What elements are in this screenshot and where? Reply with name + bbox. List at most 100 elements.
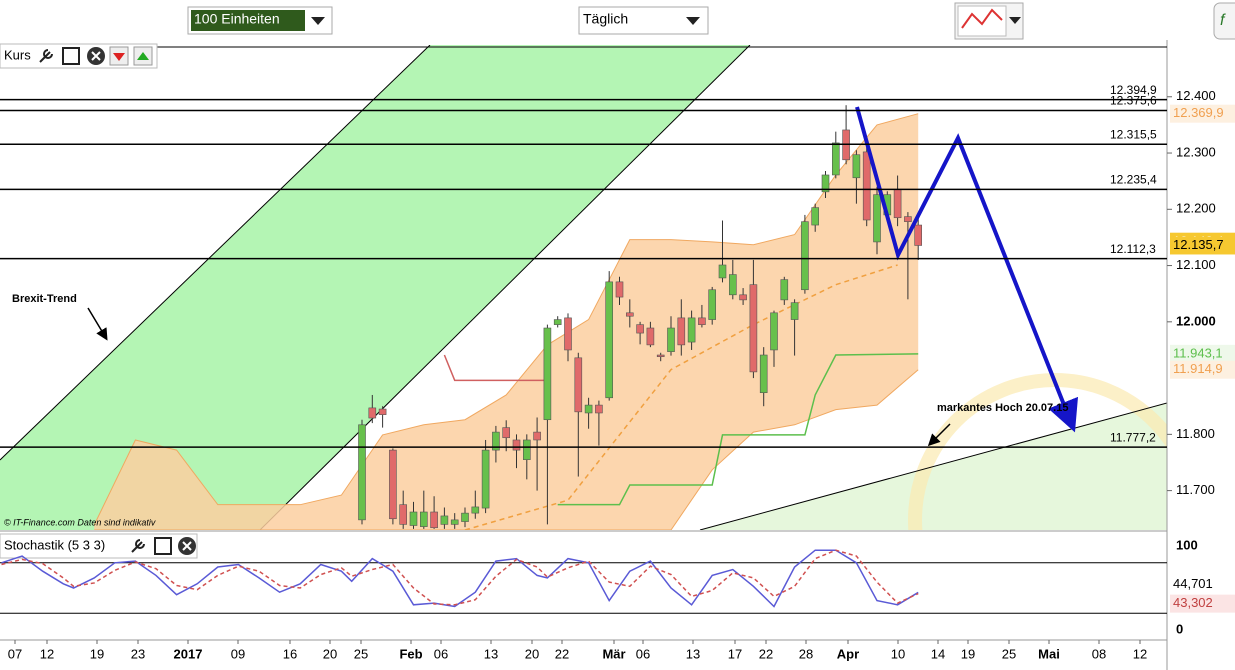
price-label-box: [1170, 360, 1235, 379]
candle-body: [780, 279, 789, 301]
candle-body: [553, 319, 562, 325]
candle-body: [502, 427, 511, 439]
level-label: 12.315,5: [1110, 127, 1157, 141]
trend-line: [0, 45, 431, 461]
panel-title: Stochastik (5 3 3): [4, 537, 105, 552]
interval-select[interactable]: [578, 6, 709, 35]
x-tick-label: 13: [686, 646, 700, 661]
annotation: Brexit-Trend: [12, 293, 77, 305]
candle-body: [718, 264, 727, 279]
candle-body: [389, 449, 397, 520]
x-tick-label: 12: [1133, 646, 1147, 661]
price-label-box: [1170, 344, 1235, 363]
candle-body: [399, 504, 408, 525]
cloud-lower: [94, 369, 919, 530]
panel-title: Kurs: [4, 47, 31, 62]
y-tick-label: 11.700: [1176, 482, 1215, 497]
forecast: [87, 106, 1079, 447]
window-icon[interactable]: [62, 47, 80, 65]
settings-icon[interactable]: [131, 539, 145, 553]
x-tick-label: 19: [961, 646, 975, 661]
price-label-box: [1170, 236, 1235, 255]
candle-body: [831, 142, 840, 176]
candle-body: [584, 404, 593, 414]
candle-body: [811, 207, 820, 226]
x-tick-label: 22: [555, 646, 569, 661]
candle-body: [481, 449, 490, 509]
value-label-box: [1170, 594, 1235, 613]
indicator-icon: [961, 8, 1003, 29]
x-tick-label: 06: [434, 646, 448, 661]
candle-body: [862, 151, 871, 221]
y-tick-label: 12.000: [1176, 313, 1216, 328]
close-x: [91, 51, 101, 61]
interval-text: Täglich: [583, 11, 628, 27]
y-tick-label: 11.800: [1176, 426, 1215, 441]
candle-body: [749, 284, 758, 373]
x-tick-label: 13: [484, 646, 498, 661]
settings-icon[interactable]: [39, 49, 53, 63]
price-panel-header: Kurs: [0, 43, 158, 69]
stoch-line: [1, 549, 919, 608]
ichimoku-cloud: [94, 113, 919, 530]
stoch-panel-header: Stochastik (5 3 3): [0, 533, 198, 559]
candle-body: [440, 515, 449, 525]
function-button[interactable]: [1213, 2, 1235, 40]
value-label-box: [1170, 575, 1235, 594]
candle-body: [450, 519, 459, 525]
candle-body: [677, 317, 686, 346]
candle-body: [636, 324, 644, 334]
level-label: 11.777,2: [1110, 430, 1156, 444]
candle-body: [739, 294, 747, 301]
candle-body: [625, 312, 634, 317]
x-tick-label: 17: [728, 646, 742, 661]
candle-body: [667, 327, 675, 352]
units-select-value: [191, 10, 305, 31]
x-tick-label: Mai: [1038, 646, 1060, 661]
price-label: 11.943,1: [1173, 345, 1223, 360]
value-label: 44,701: [1173, 576, 1213, 591]
candle-body: [770, 312, 778, 351]
x-tick-label: Mär: [602, 646, 625, 661]
x-tick-label: 2017: [174, 646, 203, 661]
candle-body: [914, 224, 923, 246]
dropdown-arrow: [686, 17, 700, 25]
candle-body: [873, 194, 881, 243]
candle-body: [543, 327, 552, 421]
price-label: 11.914,9: [1173, 361, 1223, 376]
x-tick-label: 20: [525, 646, 539, 661]
candle-body: [615, 281, 624, 298]
function-icon: f: [1220, 12, 1226, 29]
candle-body: [409, 511, 418, 526]
candle-body: [564, 317, 572, 351]
x-tick-label: 08: [1092, 646, 1106, 661]
indicator-line: [443, 354, 548, 382]
x-tick-label: 28: [799, 646, 813, 661]
x-tick-label: Apr: [837, 646, 859, 661]
dropdown-arrow: [311, 17, 325, 25]
candle-body: [801, 221, 809, 291]
candle-body: [852, 154, 861, 179]
y-tick-label: 12.300: [1176, 144, 1216, 159]
window-icon[interactable]: [154, 537, 172, 555]
price-label: 12.369,9: [1173, 105, 1224, 120]
candle-body: [728, 274, 737, 296]
candle-body: [656, 354, 665, 358]
x-tick-label: 20: [323, 646, 337, 661]
support-line: [699, 402, 1167, 530]
candle-body: [419, 511, 428, 527]
x-tick-label: 12: [40, 646, 54, 661]
candle-body: [533, 431, 541, 441]
cloud-upper: [93, 113, 919, 526]
y-tick-label: 12.200: [1176, 201, 1216, 216]
annotation-arrow: [87, 307, 108, 341]
trend-channel: [0, 45, 750, 530]
candle-body: [821, 174, 830, 193]
trend-line: [259, 45, 751, 530]
candle-body: [595, 404, 603, 414]
indicator-line: [557, 353, 919, 506]
source: © IT-Finance.com Daten sind indikativ: [4, 517, 156, 527]
up-arrow: [137, 52, 149, 60]
candle-body: [698, 317, 706, 325]
